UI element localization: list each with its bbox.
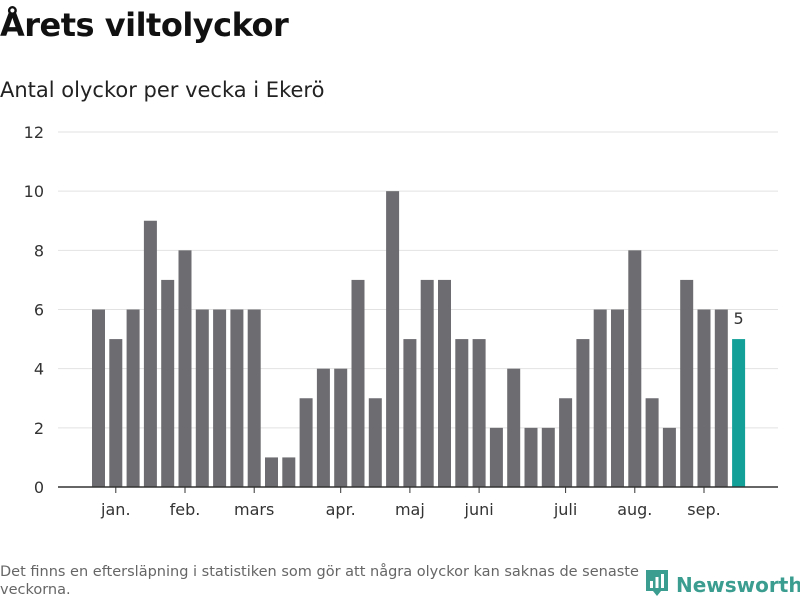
bar bbox=[472, 339, 486, 487]
bar bbox=[161, 279, 175, 487]
bar bbox=[611, 309, 624, 487]
bar bbox=[403, 339, 417, 487]
bar-chart: 0 2 4 6 8 10 12 jan. feb. mars apr. maj juni juli aug… bbox=[24, 123, 778, 519]
brand-name: Newsworthy bbox=[676, 573, 800, 597]
bar bbox=[507, 368, 521, 487]
y-tick-label: 4 bbox=[34, 360, 44, 379]
bar bbox=[593, 309, 607, 487]
x-tick-label: aug. bbox=[617, 500, 652, 519]
bar bbox=[559, 398, 573, 487]
bar bbox=[645, 398, 659, 487]
bar bbox=[282, 457, 296, 487]
bar bbox=[316, 368, 330, 487]
x-tick-label: apr. bbox=[326, 500, 356, 519]
y-axis-ticks: 0 2 4 6 8 10 12 bbox=[24, 123, 44, 497]
x-tick-label: jan. bbox=[100, 500, 130, 519]
highlight-data-label: 5 bbox=[734, 309, 744, 328]
y-tick-label: 12 bbox=[24, 123, 44, 142]
bar bbox=[143, 220, 157, 487]
bar bbox=[351, 279, 365, 487]
y-tick-label: 2 bbox=[34, 419, 44, 438]
brand-logo[interactable]: Newsworthy bbox=[644, 569, 800, 601]
bar-highlight bbox=[732, 339, 746, 487]
bar bbox=[178, 250, 192, 487]
bar bbox=[455, 339, 469, 487]
bar bbox=[680, 279, 694, 487]
bar bbox=[438, 279, 451, 487]
x-tick-label: feb. bbox=[170, 500, 201, 519]
x-tick-label: juni bbox=[464, 500, 494, 519]
chart-title: Årets viltolyckor bbox=[0, 6, 289, 44]
x-tick-label: mars bbox=[234, 500, 274, 519]
y-tick-label: 0 bbox=[34, 478, 44, 497]
bar bbox=[524, 427, 538, 487]
bar bbox=[386, 191, 400, 487]
bar bbox=[247, 309, 261, 487]
bar bbox=[195, 309, 209, 487]
bar bbox=[714, 309, 728, 487]
y-tick-label: 10 bbox=[24, 182, 44, 201]
bar bbox=[576, 339, 590, 487]
bar bbox=[420, 279, 434, 487]
bar bbox=[697, 309, 711, 487]
bars bbox=[92, 191, 746, 487]
bar bbox=[662, 427, 676, 487]
x-tick-label: sep. bbox=[687, 500, 720, 519]
bar bbox=[213, 309, 227, 487]
x-axis-ticks: jan. feb. mars apr. maj juni juli aug. sep. bbox=[100, 487, 721, 519]
chart-subtitle: Antal olyckor per vecka i Ekerö bbox=[0, 78, 325, 102]
bar bbox=[92, 309, 105, 487]
bar bbox=[628, 250, 642, 487]
bar bbox=[265, 457, 278, 487]
x-tick-label: juli bbox=[553, 500, 577, 519]
x-tick-label: maj bbox=[395, 500, 425, 519]
bar bbox=[368, 398, 382, 487]
bar bbox=[109, 339, 123, 487]
bar bbox=[489, 427, 503, 487]
bar bbox=[230, 309, 244, 487]
footnote: Det finns en eftersläpning i statistiken… bbox=[0, 564, 639, 598]
bar bbox=[541, 427, 555, 487]
bar bbox=[126, 309, 140, 487]
y-tick-label: 8 bbox=[34, 241, 44, 260]
y-tick-label: 6 bbox=[34, 301, 44, 320]
bar bbox=[334, 368, 348, 487]
bar bbox=[299, 398, 313, 487]
newsworthy-logo-icon bbox=[644, 568, 670, 602]
